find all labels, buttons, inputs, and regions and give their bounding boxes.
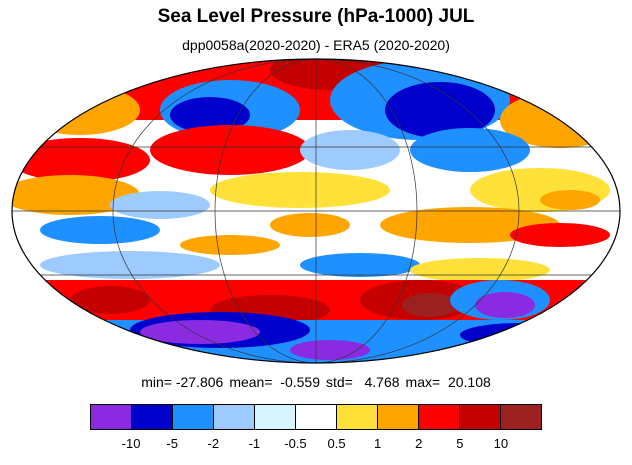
- colorbar-tick-label: 10: [493, 436, 509, 451]
- colorbar-box: [337, 405, 378, 429]
- colorbar-box: [214, 405, 255, 429]
- colorbar-box: [173, 405, 214, 429]
- colorbar-tick-label: 0.5: [327, 436, 346, 451]
- colorbar-ticks: -10 -5 -2 -1 -0.5 0.5 1 2 5 10: [90, 436, 542, 454]
- colorbar-box: [132, 405, 173, 429]
- colorbar-box: [296, 405, 337, 429]
- colorbar-tick-label: 5: [456, 436, 464, 451]
- plot-title: Sea Level Pressure (hPa-1000) JUL: [157, 6, 475, 27]
- stat-std: std= 4.768: [325, 374, 400, 390]
- plot-subtitle: dpp0058a(2020-2020) - ERA5 (2020-2020): [182, 37, 450, 53]
- colorbar-tick-label: -0.5: [284, 436, 307, 451]
- statistics-line: min= -27.806 mean= -0.559 std= 4.768 max= 2…: [0, 374, 632, 390]
- colorbar: [90, 404, 542, 430]
- graticule: [12, 59, 620, 363]
- colorbar-box: [91, 405, 132, 429]
- colorbar-box: [378, 405, 419, 429]
- colorbar-tick-label: 1: [374, 436, 382, 451]
- colorbar-tick-label: -10: [121, 436, 141, 451]
- colorbar-box: [255, 405, 296, 429]
- map-outline: [11, 58, 621, 364]
- stat-mean: mean= -0.559: [229, 374, 320, 390]
- colorbar-box: [419, 405, 460, 429]
- stat-min: min= -27.806: [141, 374, 224, 390]
- colorbar-tick-label: -1: [248, 436, 261, 451]
- colorbar-tick-label: -5: [166, 436, 178, 451]
- colorbar-box: [501, 405, 541, 429]
- colorbar-tick-label: -2: [207, 436, 220, 451]
- colorbar-tick-label: 2: [415, 436, 423, 451]
- stat-max: max= 20.108: [405, 374, 491, 390]
- colorbar-box: [460, 405, 501, 429]
